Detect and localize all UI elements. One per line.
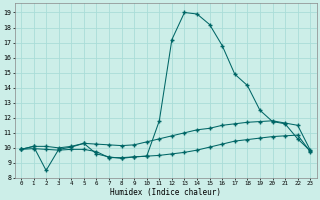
X-axis label: Humidex (Indice chaleur): Humidex (Indice chaleur) xyxy=(110,188,221,197)
